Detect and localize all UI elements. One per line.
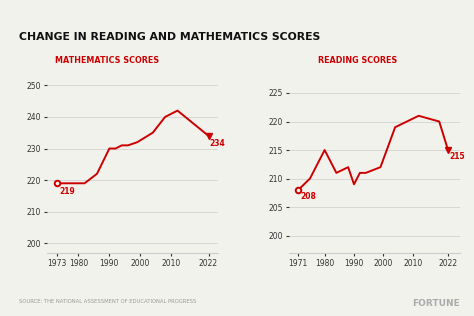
Text: MATHEMATICS SCORES: MATHEMATICS SCORES xyxy=(55,56,159,65)
Text: CHANGE IN READING AND MATHEMATICS SCORES: CHANGE IN READING AND MATHEMATICS SCORES xyxy=(19,32,320,42)
Text: 234: 234 xyxy=(210,139,225,148)
Text: SOURCE: THE NATIONAL ASSESSMENT OF EDUCATIONAL PROGRESS: SOURCE: THE NATIONAL ASSESSMENT OF EDUCA… xyxy=(19,299,196,304)
Text: 215: 215 xyxy=(449,152,465,161)
Text: READING SCORES: READING SCORES xyxy=(318,56,397,65)
Text: 219: 219 xyxy=(60,187,75,196)
Text: 208: 208 xyxy=(301,192,317,201)
Text: FORTUNE: FORTUNE xyxy=(412,299,460,308)
